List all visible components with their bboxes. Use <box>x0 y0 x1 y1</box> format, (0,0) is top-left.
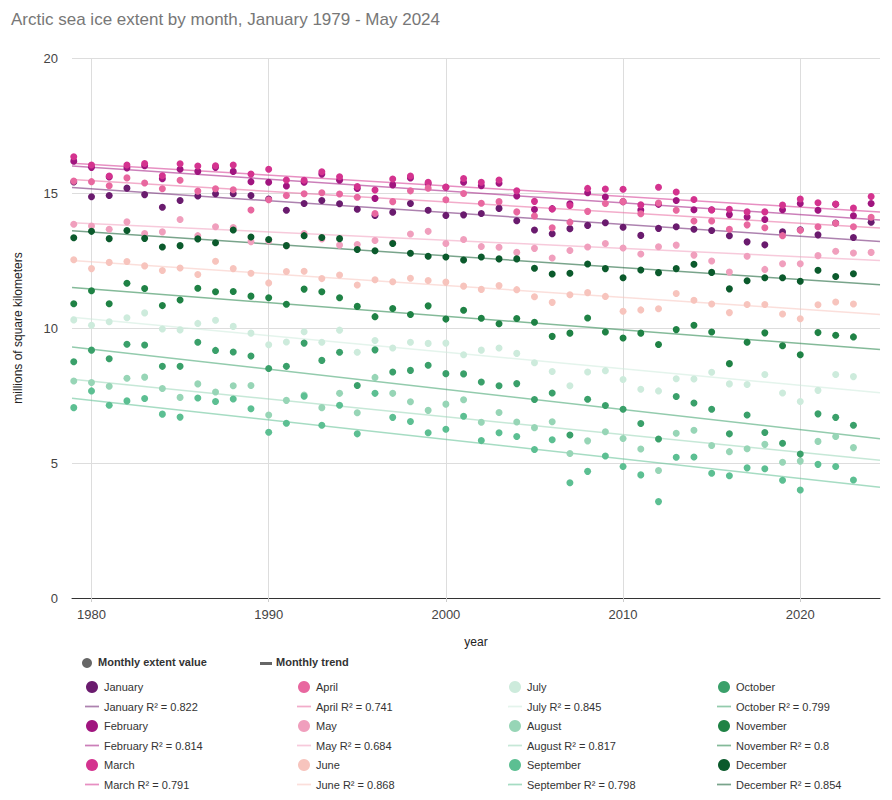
svg-text:2020: 2020 <box>786 607 815 622</box>
svg-text:November R² = 0.8: November R² = 0.8 <box>736 740 829 752</box>
svg-text:Arctic sea ice extent by month: Arctic sea ice extent by month, January … <box>11 10 440 29</box>
svg-text:August R² = 0.817: August R² = 0.817 <box>527 740 616 752</box>
svg-text:0: 0 <box>51 591 58 606</box>
svg-text:Monthly extent value: Monthly extent value <box>98 656 207 668</box>
svg-text:1980: 1980 <box>77 607 106 622</box>
svg-text:June R² = 0.868: June R² = 0.868 <box>316 779 395 791</box>
svg-text:year: year <box>464 635 487 649</box>
svg-text:Monthly trend: Monthly trend <box>276 656 349 668</box>
svg-text:April: April <box>316 681 338 693</box>
svg-text:10: 10 <box>44 321 58 336</box>
svg-text:April R² = 0.741: April R² = 0.741 <box>316 701 393 713</box>
svg-text:March: March <box>104 759 135 771</box>
svg-text:May R² = 0.684: May R² = 0.684 <box>316 740 392 752</box>
svg-text:December R² = 0.854: December R² = 0.854 <box>736 779 841 791</box>
svg-text:January: January <box>104 681 144 693</box>
svg-text:15: 15 <box>44 186 58 201</box>
svg-text:September: September <box>527 759 581 771</box>
svg-text:September R² = 0.798: September R² = 0.798 <box>527 779 636 791</box>
svg-text:August: August <box>527 720 561 732</box>
svg-text:February: February <box>104 720 149 732</box>
svg-text:December: December <box>736 759 787 771</box>
svg-text:5: 5 <box>51 456 58 471</box>
svg-text:July: July <box>527 681 547 693</box>
svg-text:2010: 2010 <box>609 607 638 622</box>
svg-text:May: May <box>316 720 337 732</box>
svg-text:January R² = 0.822: January R² = 0.822 <box>104 701 198 713</box>
svg-text:October: October <box>736 681 775 693</box>
svg-text:October R² = 0.799: October R² = 0.799 <box>736 701 830 713</box>
svg-text:2000: 2000 <box>431 607 460 622</box>
svg-text:June: June <box>316 759 340 771</box>
svg-text:1990: 1990 <box>254 607 283 622</box>
svg-text:November: November <box>736 720 787 732</box>
svg-text:July R² = 0.845: July R² = 0.845 <box>527 701 601 713</box>
svg-text:March R² = 0.791: March R² = 0.791 <box>104 779 189 791</box>
svg-text:millions of square kilometers: millions of square kilometers <box>11 252 25 403</box>
svg-text:20: 20 <box>44 51 58 66</box>
svg-text:February R² = 0.814: February R² = 0.814 <box>104 740 203 752</box>
